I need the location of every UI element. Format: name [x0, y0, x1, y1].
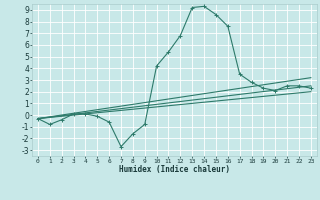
X-axis label: Humidex (Indice chaleur): Humidex (Indice chaleur) [119, 165, 230, 174]
